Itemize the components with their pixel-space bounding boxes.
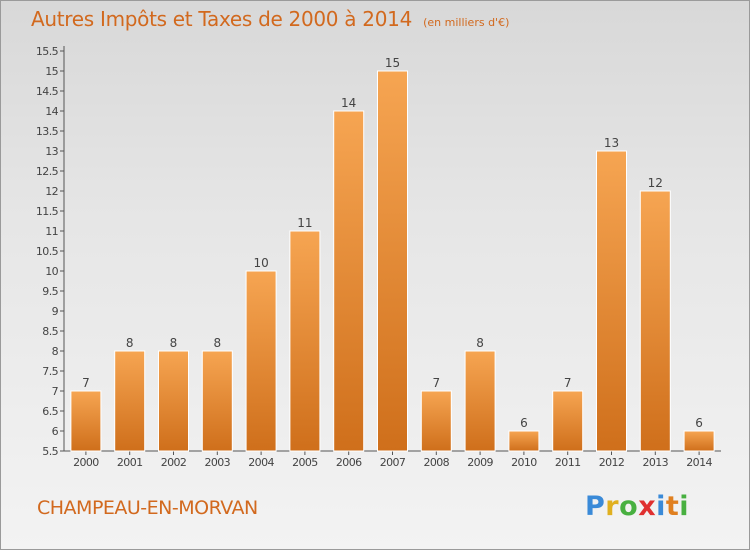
data-label: 15: [385, 56, 400, 70]
data-label: 7: [82, 376, 90, 390]
x-tick-label: 2012: [599, 456, 625, 469]
logo-letter: o: [619, 491, 639, 522]
bar: [245, 270, 277, 452]
y-tick-label: 7.5: [42, 365, 58, 378]
bar: [158, 350, 189, 452]
x-tick-label: 2004: [248, 456, 274, 469]
x-tick-label: 2003: [204, 456, 230, 469]
bar: [508, 430, 540, 452]
x-tick-label: 2008: [423, 456, 449, 469]
x-tick-label: 2011: [555, 456, 581, 469]
proxiti-logo: Proxiti: [585, 491, 689, 522]
data-label: 6: [695, 416, 703, 430]
bar: [333, 110, 365, 452]
bar: [114, 350, 146, 452]
logo-letter: x: [638, 491, 657, 522]
data-label: 6: [520, 416, 528, 430]
data-label: 8: [213, 336, 221, 350]
bar: [464, 350, 496, 452]
axes: 5.5 6 6.5 7 7.5 8 8.5 9 9.5 10 10.5 11 11.5 12 12.5 13 1…: [36, 45, 721, 469]
title-row: Autres Impôts et Taxes de 2000 à 2014 (e…: [31, 7, 509, 31]
bar: [420, 390, 452, 452]
bar: [289, 230, 321, 452]
x-tick-label: 2013: [642, 456, 668, 469]
x-tick-label: 2002: [161, 456, 187, 469]
y-tick-label: 11: [45, 225, 58, 238]
data-label: 8: [476, 336, 484, 350]
data-label: 7: [432, 376, 440, 390]
y-tick-label: 8.5: [42, 325, 58, 338]
y-tick-label: 10.5: [36, 245, 59, 258]
y-tick-label: 7: [52, 385, 59, 398]
y-tick-label: 12.5: [36, 165, 59, 178]
y-tick-label: 10: [45, 265, 58, 278]
logo-letter: i: [679, 491, 690, 522]
chart-subtitle: (en milliers d'€): [423, 16, 510, 29]
y-tick-label: 13: [45, 145, 58, 158]
y-tick-label: 11.5: [36, 205, 59, 218]
x-tick-label: 2001: [117, 456, 143, 469]
x-tick-label: 2005: [292, 456, 318, 469]
labels: 7 8 8 8 10 11 14 15 7 8 6 7 13 12 6: [82, 56, 703, 430]
x-tick-label: 2010: [511, 456, 537, 469]
bar: [70, 390, 102, 452]
data-label: 7: [564, 376, 572, 390]
logo-letter: t: [665, 491, 680, 522]
y-tick-label: 15: [45, 65, 58, 78]
y-tick-label: 9: [52, 305, 59, 318]
bar: [639, 190, 671, 452]
y-tick-label: 6.5: [42, 405, 58, 418]
y-tick-label: 12: [45, 185, 58, 198]
bar: [552, 390, 584, 452]
logo-letter: P: [585, 491, 606, 522]
y-tick-label: 5.5: [42, 445, 58, 458]
data-label: 13: [604, 136, 619, 150]
bar: [596, 150, 627, 452]
data-label: 12: [648, 176, 663, 190]
chart-title: Autres Impôts et Taxes de 2000 à 2014: [31, 7, 412, 31]
x-tick-label: 2006: [336, 456, 362, 469]
bar: [201, 350, 233, 452]
y-tick-label: 15.5: [36, 45, 59, 58]
x-tick-label: 2007: [380, 456, 406, 469]
bar: [377, 70, 408, 452]
bar: [683, 430, 715, 452]
y-tick-label: 13.5: [36, 125, 59, 138]
logo-letter: i: [656, 491, 666, 522]
data-label: 11: [297, 216, 312, 230]
x-tick-label: 2009: [467, 456, 493, 469]
data-label: 14: [341, 96, 356, 110]
logo-letter: r: [605, 491, 620, 522]
commune-name: CHAMPEAU-EN-MORVAN: [37, 497, 258, 519]
y-tick-label: 9.5: [42, 285, 58, 298]
data-label: 10: [253, 256, 268, 270]
y-tick-label: 14.5: [36, 85, 59, 98]
y-tick-label: 14: [45, 105, 58, 118]
x-tick-label: 2000: [73, 456, 99, 469]
x-tick-label: 2014: [686, 456, 712, 469]
data-label: 8: [126, 336, 134, 350]
y-tick-label: 8: [52, 345, 59, 358]
bars: [70, 70, 715, 452]
y-tick-label: 6: [52, 425, 59, 438]
data-label: 8: [170, 336, 178, 350]
